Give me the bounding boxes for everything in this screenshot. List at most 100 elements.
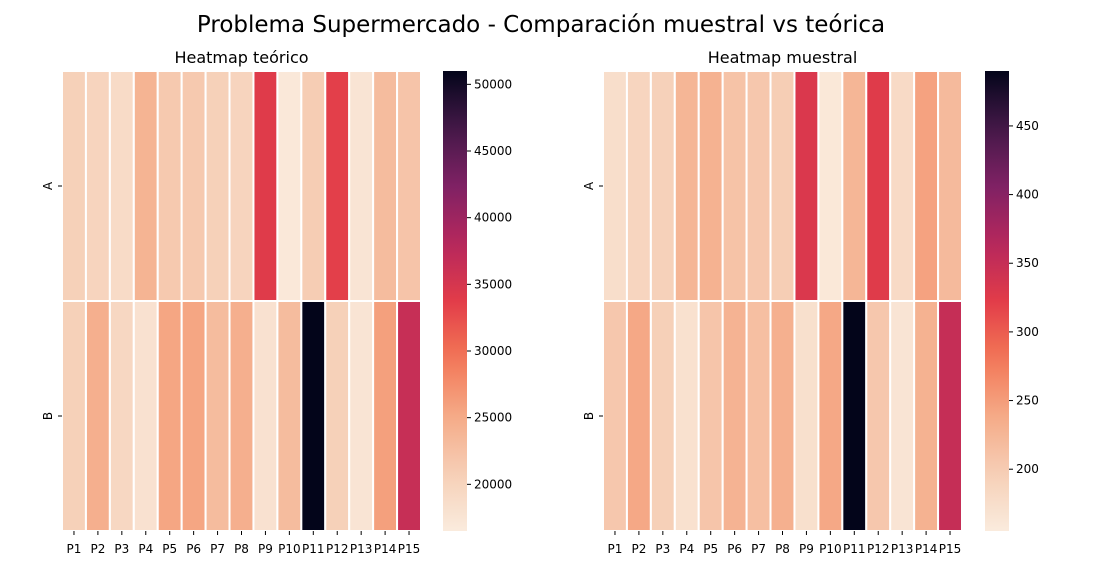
colorbar-tick-label: 45000 — [474, 144, 512, 158]
colorbar-tick-label: 250 — [1016, 394, 1039, 408]
heatmap-cell — [649, 300, 676, 532]
y-tick-label: B — [582, 412, 596, 420]
heatmap-cell — [745, 300, 772, 532]
x-tick-label: P4 — [679, 542, 694, 556]
x-tick-label: P12 — [867, 542, 890, 556]
heatmap-cell — [396, 300, 423, 532]
x-tick-label: P10 — [819, 542, 842, 556]
x-tick-label: P14 — [915, 542, 938, 556]
heatmap-cell — [937, 300, 963, 532]
heatmap-cell — [769, 70, 796, 302]
x-tick-label: P8 — [775, 542, 790, 556]
heatmap-cell — [372, 70, 399, 302]
x-tick-label: P3 — [114, 542, 129, 556]
x-tick-label: P9 — [258, 542, 273, 556]
x-tick-label: P5 — [703, 542, 718, 556]
heatmap-cell — [156, 70, 183, 302]
x-tick-label: P12 — [326, 542, 349, 556]
colorbar-1 — [443, 71, 467, 531]
heatmap-cell — [84, 300, 111, 532]
x-tick-label: P15 — [939, 542, 962, 556]
x-tick-label: P1 — [67, 542, 82, 556]
heatmap-cell — [865, 70, 892, 302]
x-tick-label: P15 — [398, 542, 421, 556]
y-tick-label: B — [41, 412, 55, 420]
heatmap-cell — [721, 70, 748, 302]
heatmap-title-2: Heatmap muestral — [708, 48, 858, 67]
heatmap-cell — [625, 300, 652, 532]
heatmap-cell — [324, 300, 351, 532]
colorbar-tick-label: 300 — [1016, 325, 1039, 339]
heatmap-cell — [769, 300, 796, 532]
colorbar-tick-label: 35000 — [474, 277, 512, 291]
colorbar-tick-label: 40000 — [474, 211, 512, 225]
heatmap-cell — [228, 300, 255, 532]
heatmap-cell — [841, 300, 868, 532]
y-tick-label: A — [582, 181, 596, 190]
x-tick-label: P13 — [891, 542, 914, 556]
colorbar-tick-label: 20000 — [474, 477, 512, 491]
x-tick-label: P7 — [210, 542, 225, 556]
x-tick-label: P4 — [138, 542, 153, 556]
heatmap-cell — [132, 70, 159, 302]
x-tick-label: P3 — [655, 542, 670, 556]
heatmap-cell — [721, 300, 748, 532]
colorbar-tick-label: 350 — [1016, 256, 1039, 270]
heatmap-cell — [602, 70, 628, 302]
colorbar-tick-label: 25000 — [474, 411, 512, 425]
colorbar-tick-label: 400 — [1016, 188, 1039, 202]
heatmap-cell — [204, 70, 231, 302]
heatmap-cell — [649, 70, 676, 302]
x-tick-label: P1 — [608, 542, 623, 556]
colorbar-tick-label: 50000 — [474, 77, 512, 91]
colorbar-tick-label: 200 — [1016, 462, 1039, 476]
heatmap-cell — [84, 70, 111, 302]
heatmap-cell — [348, 300, 375, 532]
x-tick-label: P11 — [843, 542, 866, 556]
colorbar-tick-label: 450 — [1016, 119, 1039, 133]
heatmap-cell — [300, 70, 327, 302]
heatmap-cell — [673, 70, 700, 302]
x-tick-label: P5 — [162, 542, 177, 556]
heatmap-cell — [204, 300, 231, 532]
x-tick-label: P2 — [90, 542, 105, 556]
x-tick-label: P9 — [799, 542, 814, 556]
heatmap-cell — [61, 300, 87, 532]
x-tick-label: P10 — [278, 542, 301, 556]
heatmap-cell — [396, 70, 423, 302]
heatmap-cell — [913, 70, 940, 302]
heatmap-cell — [793, 300, 820, 532]
heatmap-title-1: Heatmap teórico — [174, 48, 308, 67]
x-tick-label: P2 — [631, 542, 646, 556]
heatmap-cell — [913, 300, 940, 532]
heatmap-cell — [937, 70, 963, 302]
heatmap-cell — [252, 300, 279, 532]
colorbar-2 — [985, 71, 1009, 531]
heatmap-cell — [156, 300, 183, 532]
heatmap-cell — [108, 300, 135, 532]
colorbar-tick-label: 30000 — [474, 344, 512, 358]
heatmap-cell — [817, 300, 844, 532]
heatmap-cell — [889, 300, 916, 532]
x-tick-label: P13 — [350, 542, 373, 556]
heatmap-cell — [602, 300, 628, 532]
heatmap-cell — [61, 70, 87, 302]
x-tick-label: P6 — [727, 542, 742, 556]
heatmap-cell — [324, 70, 351, 302]
heatmap-cell — [180, 300, 207, 532]
heatmap-cell — [372, 300, 399, 532]
heatmap-cell — [180, 70, 207, 302]
heatmap-cell — [889, 70, 916, 302]
x-tick-label: P6 — [186, 542, 201, 556]
heatmap-cell — [841, 70, 868, 302]
heatmap-cell — [697, 300, 724, 532]
x-tick-label: P11 — [302, 542, 325, 556]
y-tick-label: A — [41, 181, 55, 190]
heatmap-cell — [252, 70, 279, 302]
heatmap-cell — [865, 300, 892, 532]
heatmap-cell — [300, 300, 327, 532]
heatmap-cell — [108, 70, 135, 302]
heatmap-cell — [228, 70, 255, 302]
figure-suptitle: Problema Supermercado - Comparación mues… — [197, 12, 885, 38]
